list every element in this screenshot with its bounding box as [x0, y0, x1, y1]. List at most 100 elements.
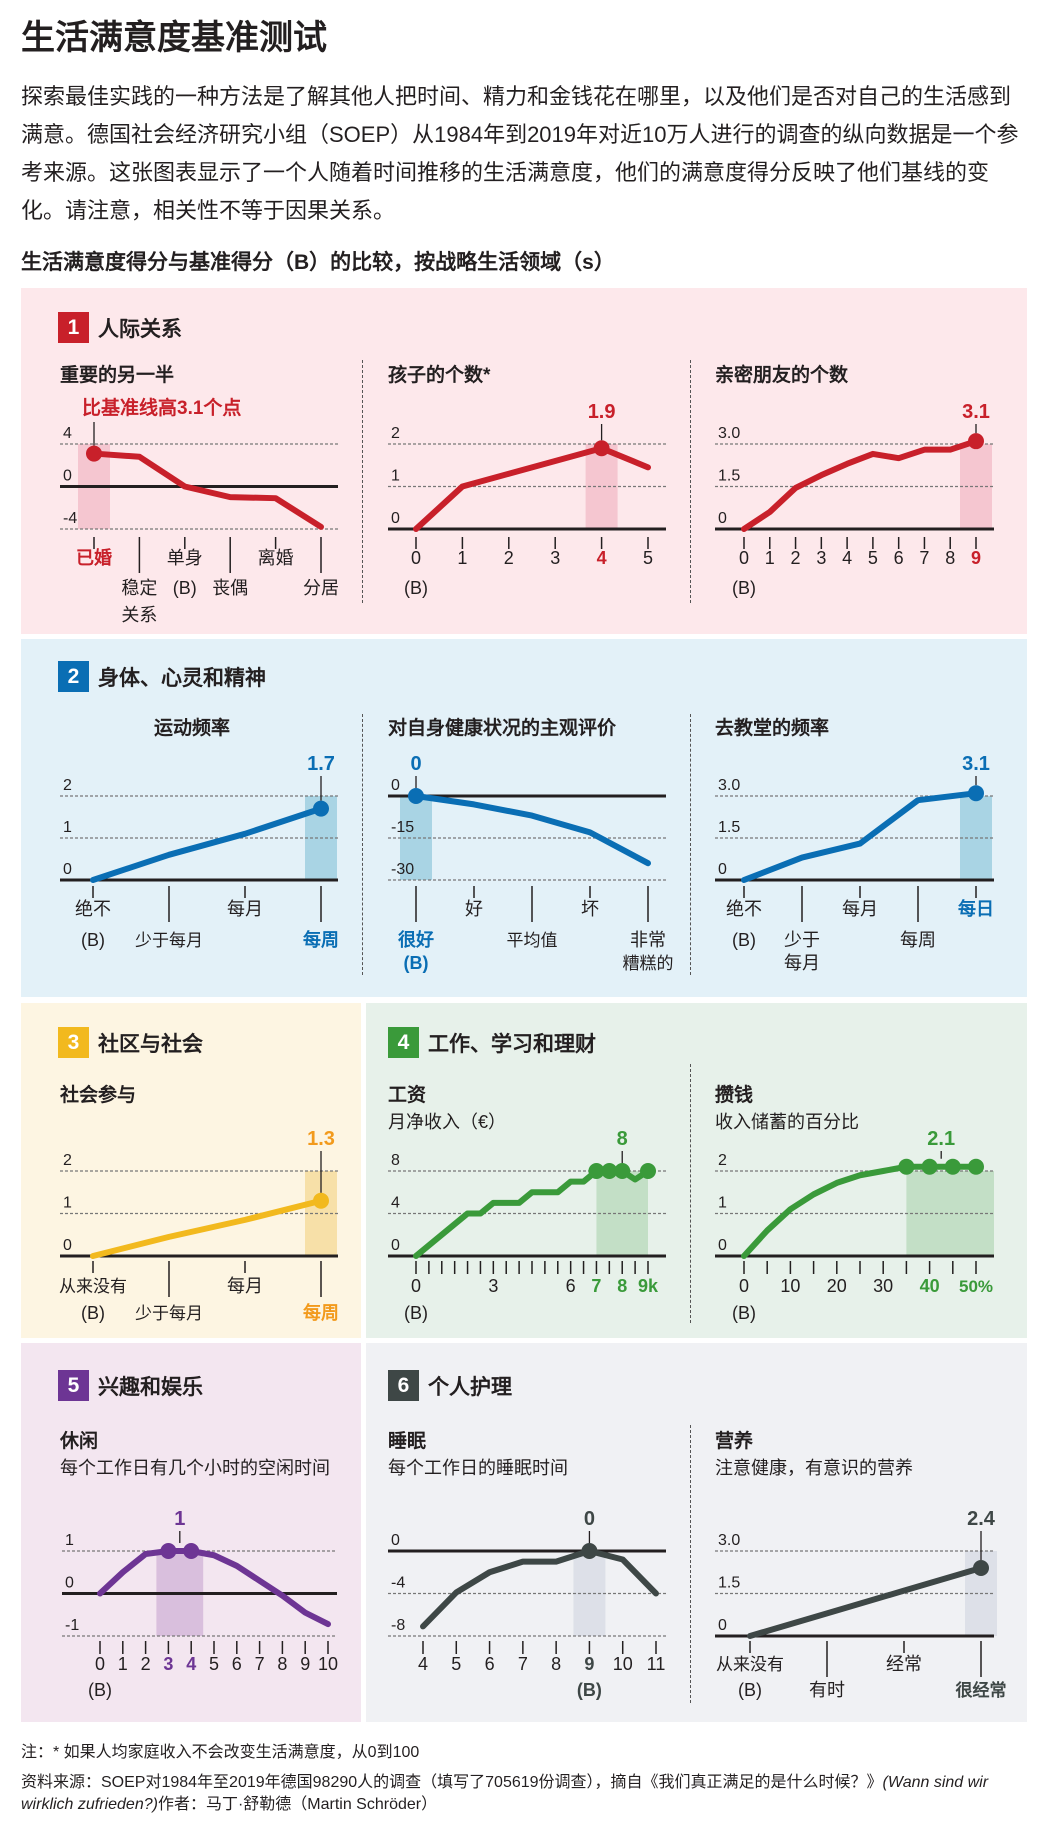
x-tick-label: 4: [842, 548, 852, 568]
panel-header-4: 4 工作、学习和理财: [388, 1027, 596, 1058]
x-tick-label: 6: [485, 1654, 495, 1674]
panel-title: 社区与社会: [98, 1032, 203, 1056]
x-tick-label: 绝不: [75, 899, 111, 919]
x-tick-label: 非常: [630, 930, 666, 950]
y-tick-label: 0: [718, 1617, 727, 1634]
data-line: [741, 790, 979, 883]
x-tick-label: 每月: [784, 953, 820, 973]
x-tick-label: 经常: [886, 1654, 922, 1674]
x-tick-label: 7: [919, 548, 929, 568]
x-tick-label: 0: [739, 548, 749, 568]
x-tick-label: 稳定: [121, 578, 157, 598]
x-tick-label: 4: [418, 1654, 428, 1674]
x-tick-label: 有时: [809, 1680, 845, 1700]
x-tick-label: (B): [173, 578, 197, 598]
x-tick-label: 8: [551, 1654, 561, 1674]
data-point: [968, 785, 984, 802]
footnote: 注：* 如果人均家庭收入不会改变生活满意度，从0到100: [21, 1744, 420, 1761]
panel-number-badge: 3: [58, 1027, 89, 1058]
x-tick-label: (B): [732, 930, 756, 950]
x-tick-label: 2: [791, 548, 801, 568]
x-tick-label: 少于: [784, 930, 820, 950]
chart-subtitle: 每个工作日的睡眠时间: [388, 1458, 568, 1478]
data-point: [313, 1192, 329, 1209]
x-tick-label: (B): [404, 1303, 428, 1323]
x-tick-label: 已婚: [76, 547, 112, 568]
panel-body-mind-spirit: [21, 639, 1027, 997]
x-tick-label: 40: [920, 1276, 940, 1296]
data-line: [413, 793, 651, 867]
x-tick-label: 0: [411, 1276, 421, 1296]
data-point: [968, 433, 984, 450]
chart-title: 对自身健康状况的主观评价: [388, 718, 617, 739]
panel-title: 身体、心灵和精神: [98, 666, 266, 690]
panel-header-1: 1 人际关系: [58, 312, 182, 343]
source-book-title: (Wann sind wir wirklich zufrieden?): [21, 1774, 989, 1813]
y-tick-label: 1: [65, 1532, 74, 1549]
y-tick-label: 8: [391, 1152, 400, 1169]
x-tick-label: 7: [518, 1654, 528, 1674]
x-tick-label: 2: [504, 548, 514, 568]
chart-title: 营养: [715, 1431, 754, 1452]
panel-number-badge: 1: [58, 312, 89, 343]
x-tick-label: 50%: [959, 1277, 993, 1296]
y-tick-label: 1.5: [718, 1575, 740, 1592]
x-tick-label: 每月: [227, 1276, 263, 1296]
chart-title: 去教堂的频率: [715, 718, 830, 739]
x-tick-label: 每月: [227, 899, 263, 919]
y-tick-label: -15: [391, 819, 414, 836]
x-tick-label: 8: [277, 1654, 287, 1674]
data-point: [313, 800, 329, 817]
y-tick-label: 1.5: [718, 819, 740, 836]
data-point: [973, 1560, 989, 1576]
chart-subheading: 生活满意度得分与基准得分（B）的比较，按战略生活领域（s）: [21, 251, 615, 274]
y-tick-label: 0: [718, 861, 727, 878]
x-tick-label: 每周: [900, 930, 936, 950]
data-point: [588, 1163, 605, 1179]
x-tick-label: 分居: [303, 578, 339, 598]
x-tick-label: 10: [613, 1654, 633, 1674]
x-tick-label: 7: [591, 1276, 601, 1296]
y-tick-label: 0: [63, 861, 72, 878]
value-label: 1.9: [588, 401, 616, 423]
y-tick-label: 1: [718, 1195, 727, 1212]
data-line: [420, 1548, 659, 1630]
y-tick-label: 3.0: [718, 425, 740, 442]
x-tick-label: 2: [141, 1654, 151, 1674]
data-point: [944, 1158, 961, 1175]
x-tick-label: 10: [318, 1654, 338, 1674]
data-line: [91, 450, 324, 530]
x-tick-label: 3: [816, 548, 826, 568]
x-tick-label: 离婚: [258, 548, 294, 568]
x-tick-label: 4: [186, 1654, 196, 1674]
x-tick-label: 9: [971, 548, 981, 568]
x-tick-label: 从来没有: [716, 1655, 784, 1674]
x-tick-label: 丧偶: [212, 578, 248, 598]
source-note: 资料来源：SOEP对1984年至2019年德国98290人的调查（填写了7056…: [21, 1772, 1025, 1816]
x-tick-label: 3: [163, 1654, 173, 1674]
y-tick-label: 0: [391, 777, 400, 794]
x-tick-label: 10: [780, 1276, 800, 1296]
chart-title: 孩子的个数*: [388, 365, 491, 386]
panel-header-6: 6 个人护理: [388, 1370, 512, 1401]
y-tick-label: 1: [63, 819, 72, 836]
chart-subtitle: 月净收入（€）: [388, 1112, 507, 1132]
y-tick-label: -8: [391, 1617, 405, 1634]
data-point: [183, 1543, 200, 1559]
chart-title: 重要的另一半: [60, 365, 175, 386]
panel-title: 个人护理: [428, 1375, 512, 1399]
x-tick-label: 3: [488, 1276, 498, 1296]
value-label: 0: [410, 753, 421, 775]
x-tick-label: 1: [457, 548, 467, 568]
x-tick-label: 7: [255, 1654, 265, 1674]
chart-title: 亲密朋友的个数: [715, 365, 849, 386]
data-point: [86, 445, 102, 462]
x-tick-label: 少于每月: [135, 1304, 203, 1323]
divider: [690, 714, 691, 975]
chart-title: 攒钱: [715, 1085, 754, 1106]
y-tick-label: 4: [391, 1195, 400, 1212]
data-line: [90, 1197, 324, 1259]
x-tick-label: 绝不: [726, 899, 762, 919]
panel-number-badge: 2: [58, 661, 89, 692]
x-tick-label: 5: [451, 1654, 461, 1674]
